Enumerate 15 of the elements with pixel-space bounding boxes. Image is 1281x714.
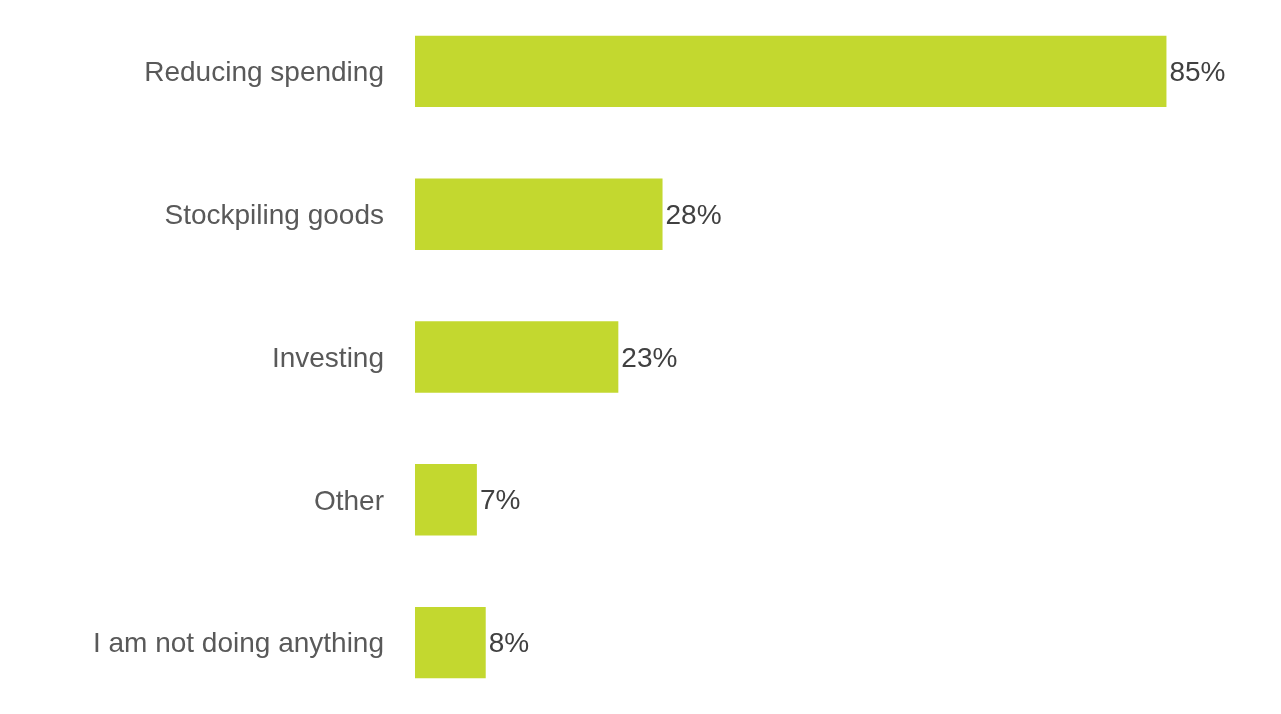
bar (415, 321, 619, 393)
data-label: 8% (488, 627, 530, 659)
data-label: 28% (665, 198, 722, 230)
data-label: 23% (621, 341, 678, 373)
y-tick-label: Reducing spending (144, 56, 384, 88)
y-tick-label: Stockpiling goods (164, 199, 384, 230)
y-tick-label: Other (313, 484, 384, 516)
data-label: 85% (1169, 55, 1226, 87)
bar (415, 178, 663, 250)
data-label: 7% (479, 484, 521, 516)
y-tick-label: I am not doing anything (92, 627, 384, 659)
bar (415, 464, 477, 536)
bar (415, 35, 1167, 108)
bar (415, 606, 486, 679)
y-tick-label: Investing (271, 341, 384, 373)
